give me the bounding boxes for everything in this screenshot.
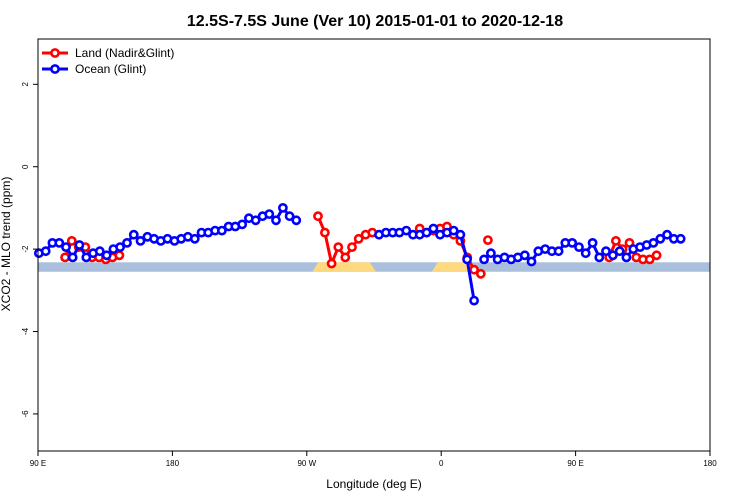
data-point-0-1-0 [313, 211, 323, 222]
data-point-0-2-9 [475, 268, 486, 279]
data-point-1-0-10 [101, 250, 112, 261]
data-point-1-2-20 [614, 246, 625, 257]
y-axis: -6 -4 -2 0 2 [21, 82, 38, 418]
x-tick-label-5: 180 [703, 459, 717, 468]
surface-band [38, 262, 710, 272]
data-point-1-0-12 [115, 242, 125, 252]
x-tick-label-1: 180 [166, 459, 180, 468]
legend-swatch-marker-0 [50, 48, 60, 58]
data-point-1-1-11 [448, 225, 459, 236]
data-point-1-0-5 [67, 252, 78, 263]
data-point-0-1-4 [340, 252, 351, 263]
legend-entry-1: Ocean (Glint) [42, 62, 146, 76]
series-line-1-0 [38, 205, 298, 261]
data-point-1-0-34 [264, 209, 275, 219]
data-point-1-0-3 [54, 237, 65, 248]
data-point-1-2-11 [553, 246, 564, 257]
x-axis: 90 E 180 90 W 0 90 E 180 [30, 451, 717, 468]
data-point-1-2-26 [655, 233, 666, 244]
data-point-1-2-18 [601, 246, 611, 257]
data-point-1-2-27 [662, 229, 672, 240]
data-point-0-0-1 [66, 235, 77, 246]
data-point-1-0-32 [250, 215, 261, 226]
data-point-0-4-1 [611, 235, 621, 246]
data-point-1-1-12 [455, 229, 466, 240]
data-point-1-2-29 [675, 233, 686, 244]
data-point-1-1-7 [421, 227, 432, 238]
land-band-0 [312, 262, 376, 272]
data-point-0-1-6 [353, 233, 364, 244]
data-point-1-0-7 [81, 252, 92, 263]
ocean-band [38, 262, 710, 272]
data-point-0-4-7 [651, 250, 662, 261]
data-point-0-3-0 [482, 235, 493, 245]
data-point-1-2-0 [479, 254, 489, 265]
data-point-1-2-17 [594, 252, 605, 263]
data-point-1-2-25 [648, 237, 659, 248]
data-point-1-0-13 [122, 237, 132, 248]
data-point-0-0-0 [60, 252, 70, 263]
plot-frame [37, 38, 711, 452]
y-tick-label-1: -4 [21, 327, 30, 335]
y-tick-label-2: -2 [21, 245, 30, 253]
x-tick-label-4: 90 E [567, 459, 583, 468]
data-point-1-0-27 [216, 225, 227, 236]
data-point-1-2-14 [574, 242, 584, 252]
data-point-1-0-36 [277, 202, 288, 213]
data-point-1-2-1 [485, 248, 496, 259]
data-point-1-1-14 [469, 295, 479, 306]
legend: Land (Nadir&Glint) Ocean (Glint) [42, 46, 174, 76]
legend-label-0: Land (Nadir&Glint) [75, 46, 174, 60]
land-band-1 [431, 262, 475, 272]
y-tick-label-4: 2 [21, 82, 30, 87]
chart-title: 12.5S-7.5S June (Ver 10) 2015-01-01 to 2… [187, 13, 563, 30]
x-tick-label-2: 90 W [297, 459, 316, 468]
data-point-1-0-37 [284, 211, 295, 222]
y-axis-label: XCO2 - MLO trend (ppm) [0, 177, 13, 312]
data-point-1-0-23 [189, 233, 200, 244]
data-point-1-0-4 [61, 242, 71, 252]
plot-series [34, 202, 686, 306]
series-ocean [34, 202, 686, 306]
data-point-1-0-9 [94, 246, 105, 257]
data-point-1-0-35 [271, 215, 281, 226]
x-axis-label: Longitude (deg E) [326, 477, 421, 491]
data-point-1-0-15 [135, 235, 146, 246]
data-point-1-2-6 [519, 250, 530, 261]
data-point-0-1-3 [333, 242, 344, 252]
data-point-1-2-16 [587, 237, 598, 248]
data-point-0-4-6 [644, 254, 655, 265]
data-point-1-0-6 [74, 240, 85, 250]
legend-entry-0: Land (Nadir&Glint) [42, 46, 174, 60]
y-tick-label-3: 0 [21, 164, 30, 169]
data-point-1-1-13 [462, 254, 472, 265]
x-tick-label-0: 90 E [30, 459, 46, 468]
data-point-0-1-1 [319, 227, 330, 238]
data-point-0-1-2 [326, 258, 337, 269]
data-point-0-2-8 [469, 264, 479, 275]
data-point-1-2-21 [621, 252, 632, 263]
x-tick-label-3: 0 [439, 459, 444, 468]
data-point-1-2-15 [580, 248, 591, 259]
y-tick-label-0: -6 [21, 410, 30, 418]
data-point-1-0-1 [40, 246, 51, 257]
legend-swatch-marker-1 [50, 64, 60, 74]
data-point-1-2-7 [526, 256, 537, 267]
data-point-1-0-38 [291, 215, 302, 226]
legend-label-1: Ocean (Glint) [75, 62, 146, 76]
data-point-1-1-8 [428, 223, 439, 234]
data-point-1-2-13 [567, 237, 578, 248]
data-point-0-1-5 [347, 242, 357, 252]
data-point-1-1-4 [401, 225, 412, 236]
data-point-0-0-8 [114, 250, 125, 261]
data-point-1-2-19 [608, 250, 618, 261]
data-point-1-0-30 [237, 219, 248, 230]
data-point-1-0-14 [128, 229, 139, 240]
